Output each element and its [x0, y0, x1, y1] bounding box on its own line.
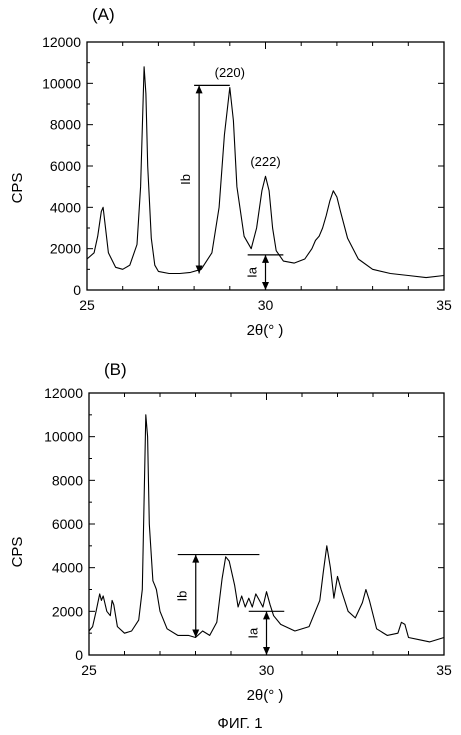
panel-b-arrowhead-down-ib — [192, 629, 200, 638]
panel-b-arrowhead-up-ib — [192, 554, 200, 563]
panel-b-xtick-label: 35 — [436, 662, 452, 678]
panel-b-ytick-label: 0 — [75, 647, 83, 663]
panel-b-plot: 0 2000 4000 6000 8000 10000 12000 25 30 35 Ib Ia — [44, 385, 452, 678]
panel-a-arrowhead-up-ib — [195, 85, 203, 94]
panel-a-xtick-label: 25 — [79, 297, 95, 313]
panel-a-ytick-label: 10000 — [42, 75, 81, 91]
panel-a-xtick-label: 35 — [436, 297, 452, 313]
figure-caption: ФИГ. 1 — [217, 715, 262, 732]
panel-a-label: (A) — [92, 5, 115, 24]
panel-a-annotation-label-ia: Ia — [245, 266, 260, 278]
panel-a-ytick-label: 12000 — [42, 34, 81, 50]
panel-a-arrowhead-down-ia — [262, 282, 269, 290]
panel-a-arrowhead-down-ib — [195, 265, 203, 274]
panel-a-xlabel: 2θ(° ) — [247, 322, 284, 339]
panel-a-ytick-label: 8000 — [50, 117, 81, 133]
panel-b-xlabel: 2θ(° ) — [247, 687, 284, 704]
panel-b-ytick-label: 8000 — [52, 472, 83, 488]
panel-a-ytick-label: 4000 — [50, 199, 81, 215]
panel-b-series-line — [88, 414, 445, 643]
panel-b-arrowhead-up-ia — [263, 611, 270, 620]
panel-b-annotation-label-ib: Ib — [175, 591, 190, 602]
panel-b-ytick-label: 2000 — [52, 603, 83, 619]
panel-a: (A) 0 2000 4000 6000 8000 10000 12000 25 30 35 (22… — [9, 5, 452, 339]
panel-a-arrowhead-up-ia — [262, 254, 269, 263]
panel-b-ytick-label: 12000 — [44, 385, 83, 401]
panel-b-ytick-label: 10000 — [44, 429, 83, 445]
panel-a-ytick-label: 6000 — [50, 158, 81, 174]
panel-a-ytick-label: 0 — [73, 282, 81, 298]
panel-b-ytick-label: 6000 — [52, 516, 83, 532]
panel-a-peak-label: (220) — [215, 65, 245, 80]
panel-a-annotation-label-ib: Ib — [178, 174, 193, 185]
panel-b-xtick-label: 30 — [259, 662, 275, 678]
panel-b-ytick-label: 4000 — [52, 560, 83, 576]
panel-b-xtick-label: 25 — [81, 662, 97, 678]
panel-a-xtick-label: 30 — [258, 297, 274, 313]
panel-b-ylabel: CPS — [9, 537, 26, 568]
panel-a-series-line — [86, 66, 445, 279]
panel-b-annotation-label-ia: Ia — [246, 627, 261, 639]
panel-b-arrowhead-down-ia — [263, 647, 270, 655]
panel-a-plot: 0 2000 4000 6000 8000 10000 12000 25 30 35 (220) (2… — [42, 34, 452, 313]
panel-a-peak-label: (222) — [250, 154, 280, 169]
panel-b: (B) 0 2000 4000 6000 8000 10000 12000 25 30 35 Ib I… — [9, 360, 452, 704]
panel-a-ylabel: CPS — [9, 173, 26, 204]
panel-a-ytick-label: 2000 — [50, 241, 81, 257]
panel-b-label: (B) — [104, 360, 127, 379]
